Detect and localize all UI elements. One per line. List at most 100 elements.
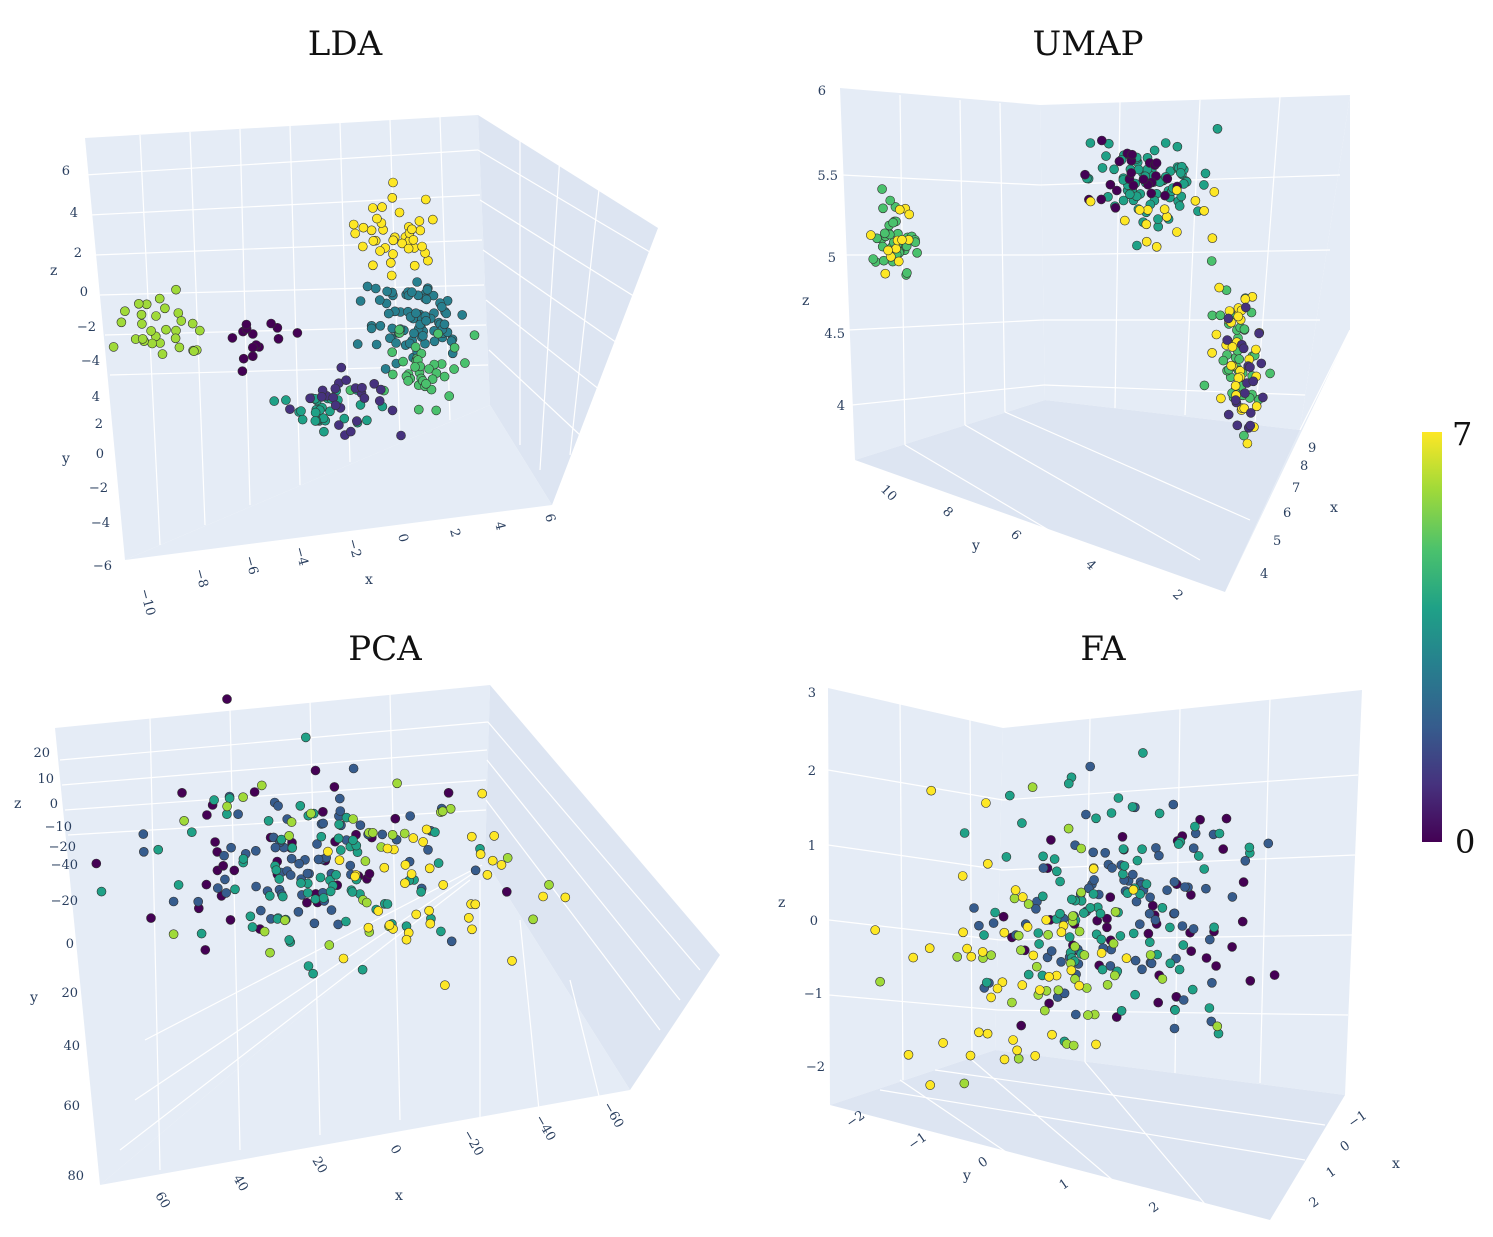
- data-point: [249, 787, 260, 797]
- lda-ztick: −2: [77, 320, 96, 335]
- data-point: [1055, 908, 1065, 919]
- data-point: [1153, 997, 1163, 1008]
- data-point: [1008, 1035, 1018, 1045]
- data-point: [870, 925, 881, 935]
- fa-ztick: 2: [808, 764, 816, 779]
- data-point: [1204, 1003, 1215, 1013]
- data-point: [1190, 196, 1201, 206]
- data-point: [411, 909, 422, 920]
- data-point: [387, 829, 398, 840]
- data-point: [1214, 828, 1225, 839]
- data-point: [1070, 941, 1080, 952]
- data-point: [360, 856, 371, 866]
- data-point: [1207, 233, 1218, 243]
- data-point: [151, 311, 161, 321]
- data-point: [201, 879, 212, 890]
- pca-z-label: z: [14, 796, 21, 812]
- pca-ytick: 60: [63, 1099, 80, 1114]
- data-point: [220, 874, 230, 885]
- data-point: [372, 213, 382, 224]
- data-point: [891, 243, 901, 254]
- data-point: [1101, 151, 1111, 161]
- data-point: [439, 371, 450, 382]
- data-point: [1118, 869, 1128, 880]
- data-point: [926, 785, 937, 796]
- data-point: [998, 911, 1009, 922]
- data-point: [248, 351, 258, 362]
- data-point: [397, 238, 407, 249]
- data-point: [1145, 892, 1155, 903]
- data-point: [312, 839, 322, 849]
- data-point: [196, 928, 207, 939]
- pca-ztick: 0: [50, 797, 58, 812]
- lda-ytick: −2: [89, 481, 108, 496]
- data-point: [1239, 403, 1249, 414]
- data-point: [276, 834, 287, 845]
- data-point: [233, 809, 243, 820]
- data-point: [877, 184, 887, 194]
- data-point: [467, 924, 477, 935]
- data-point: [347, 887, 358, 897]
- data-point: [424, 364, 434, 374]
- data-point: [187, 827, 197, 838]
- data-point: [979, 930, 989, 940]
- lda-ztick: 0: [80, 285, 88, 300]
- umap-z-label: z: [802, 293, 809, 309]
- pca-xtick: −20: [460, 1128, 487, 1159]
- fa-back-pane-right: [995, 690, 1362, 1095]
- data-point: [229, 865, 240, 876]
- data-point: [1148, 900, 1158, 911]
- data-point: [1128, 884, 1139, 895]
- data-point: [222, 801, 232, 812]
- data-point: [1013, 930, 1024, 941]
- data-point: [179, 815, 189, 826]
- data-point: [348, 835, 358, 846]
- data-point: [1165, 958, 1176, 969]
- data-point: [501, 886, 512, 897]
- data-point: [403, 376, 413, 386]
- data-point: [1149, 145, 1160, 156]
- fa-ytick: 1: [1057, 1176, 1072, 1193]
- data-point: [222, 694, 232, 704]
- umap-ytick: 6: [1007, 527, 1023, 543]
- data-point: [310, 407, 321, 418]
- data-point: [154, 293, 165, 304]
- data-point: [137, 319, 147, 329]
- data-point: [1180, 882, 1190, 892]
- data-point: [280, 915, 290, 926]
- lda-ztick: 6: [62, 164, 70, 179]
- fa-ytick: 0: [976, 1154, 991, 1171]
- data-point: [414, 216, 425, 226]
- data-point: [1013, 1053, 1024, 1064]
- data-point: [1215, 310, 1226, 321]
- fa-back-pane-left: [828, 688, 1003, 1105]
- data-point: [334, 819, 344, 830]
- data-point: [1207, 977, 1217, 988]
- data-point: [1102, 922, 1112, 933]
- data-point: [1056, 927, 1067, 938]
- data-point: [409, 260, 420, 271]
- data-point: [366, 323, 377, 334]
- data-point: [427, 214, 438, 225]
- data-point: [1102, 979, 1113, 990]
- data-point: [538, 891, 548, 902]
- data-point: [1211, 329, 1222, 340]
- data-point: [300, 732, 311, 743]
- data-point: [879, 228, 890, 239]
- data-point: [1265, 368, 1275, 379]
- data-point: [157, 349, 168, 359]
- data-point: [959, 828, 970, 838]
- fa-ytick: 2: [1147, 1199, 1162, 1216]
- data-point: [1022, 922, 1033, 932]
- pca-xtick: 60: [152, 1190, 173, 1212]
- data-point: [1128, 928, 1139, 939]
- data-point: [195, 325, 205, 336]
- data-point: [924, 943, 935, 954]
- data-point: [411, 308, 421, 319]
- data-point: [986, 950, 996, 961]
- data-point: [1088, 889, 1099, 899]
- data-point: [1254, 328, 1264, 339]
- data-point: [297, 414, 308, 425]
- data-point: [1246, 408, 1256, 418]
- data-point: [270, 842, 281, 853]
